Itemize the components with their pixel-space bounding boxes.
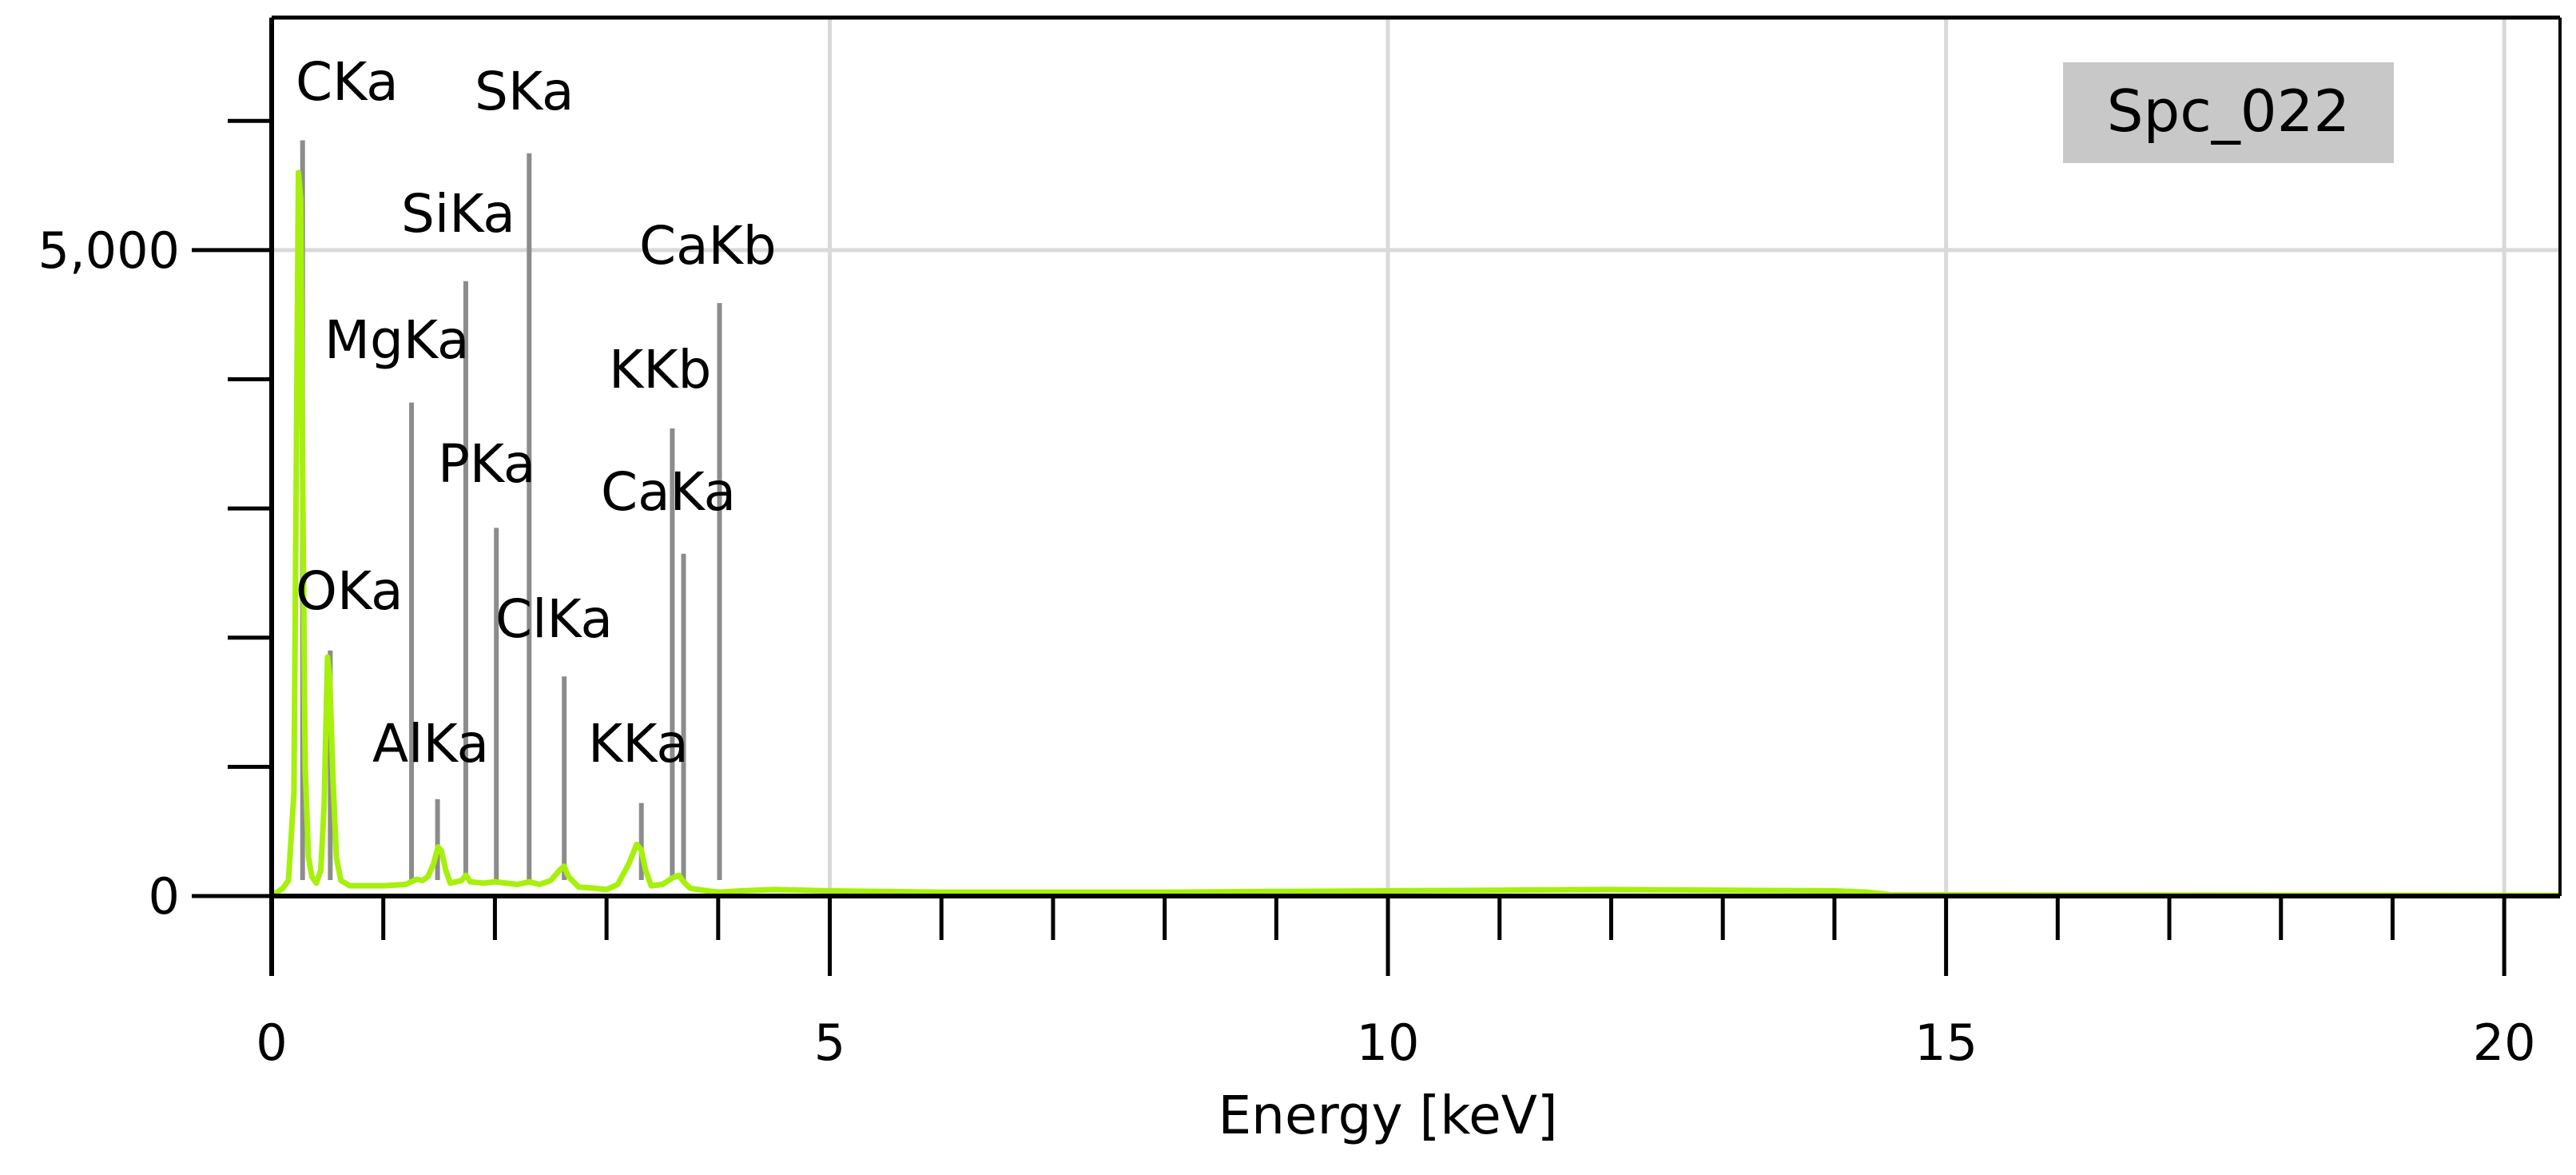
peak-label-SiKa: SiKa bbox=[401, 183, 515, 245]
peak-label-CaKb: CaKb bbox=[639, 215, 777, 277]
y-tick-label: 0 bbox=[149, 867, 180, 926]
peak-label-KKb: KKb bbox=[609, 339, 711, 400]
spectrum-label-text: Spc_022 bbox=[2107, 78, 2350, 145]
x-tick-label: 5 bbox=[814, 1014, 845, 1072]
x-tick-label: 20 bbox=[2473, 1014, 2536, 1072]
peak-label-AlKa: AlKa bbox=[372, 713, 489, 775]
spectrum-label-box bbox=[2063, 62, 2394, 163]
peak-label-CKa: CKa bbox=[296, 51, 399, 113]
series-layer bbox=[270, 169, 2560, 898]
peak-label-SKa: SKa bbox=[475, 61, 574, 122]
peak-label-layer: CKa OKa MgKa AlKa SiKa PKa SKa ClKa KKa KKb CaKa Ca… bbox=[296, 51, 777, 775]
peak-label-KKa: KKa bbox=[588, 713, 689, 775]
x-axis-title: Energy [keV] bbox=[1218, 1085, 1557, 1146]
peak-label-ClKa: ClKa bbox=[495, 588, 613, 650]
x-tick-label: 15 bbox=[1914, 1014, 1978, 1072]
x-tick-label: 10 bbox=[1357, 1014, 1420, 1072]
y-tick-label: 5,000 bbox=[38, 221, 181, 280]
peak-label-CaKa: CaKa bbox=[601, 461, 736, 523]
axis-layer: 0 5 10 15 20 0 5,000 Energy [keV] bbox=[38, 15, 2562, 1146]
peak-label-OKa: OKa bbox=[296, 560, 403, 622]
grid-layer bbox=[272, 18, 2560, 896]
peak-label-MgKa: MgKa bbox=[324, 309, 469, 371]
peak-label-PKa: PKa bbox=[438, 433, 535, 495]
spectrum-label-layer: Spc_022 bbox=[2063, 62, 2394, 163]
x-tick-label: 0 bbox=[256, 1014, 287, 1072]
spectrum-line bbox=[270, 169, 2560, 898]
